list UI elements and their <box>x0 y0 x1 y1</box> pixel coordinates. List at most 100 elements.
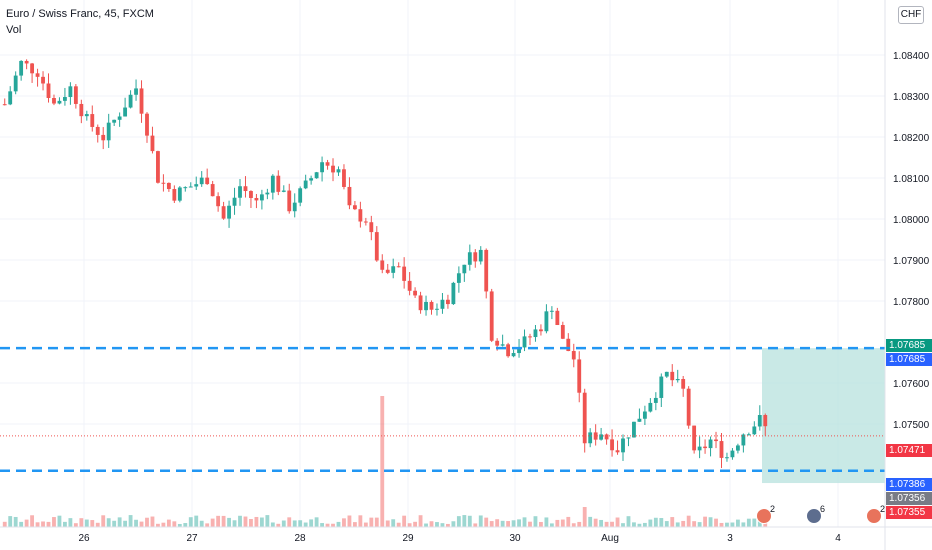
volume-bar <box>380 396 385 527</box>
volume-bar <box>735 519 740 527</box>
volume-bar <box>259 517 264 527</box>
volume-bar <box>511 520 516 527</box>
candle-body <box>708 439 713 449</box>
news-icon[interactable] <box>866 508 882 524</box>
volume-bar <box>254 516 259 527</box>
volume-bar <box>533 516 538 527</box>
volume-bar <box>320 523 324 527</box>
candle-body <box>462 264 467 274</box>
candle-body <box>292 202 297 212</box>
news-icon[interactable] <box>806 508 822 524</box>
candle-body <box>703 446 707 449</box>
volume-bar <box>84 519 89 527</box>
volume-bar <box>347 515 352 527</box>
currency-button[interactable]: CHF <box>898 6 924 24</box>
candle-body <box>615 450 620 453</box>
volume-bar <box>435 522 439 527</box>
volume-bar <box>342 518 346 527</box>
candle-body <box>166 182 171 190</box>
chart-legend: Euro / Swiss Franc, 45, FXCM Vol <box>6 6 154 38</box>
candle-body <box>183 187 188 189</box>
volume-bar <box>145 517 149 527</box>
volume-bar <box>221 515 226 527</box>
volume-bar <box>227 517 231 527</box>
candle-body <box>648 402 653 412</box>
volume-bar <box>112 520 117 527</box>
volume-bar <box>79 518 84 527</box>
candle-body <box>30 63 35 74</box>
volume-bar <box>730 522 735 527</box>
time-tick-label: 28 <box>294 533 306 544</box>
candle-body <box>320 162 324 173</box>
volume-bar <box>632 522 636 527</box>
candle-body <box>500 344 505 346</box>
candle-body <box>13 75 18 92</box>
volume-bar <box>407 523 412 527</box>
news-count: 6 <box>820 504 826 514</box>
candle-body <box>270 175 275 193</box>
volume-bar <box>451 521 456 527</box>
candle-body <box>752 426 757 435</box>
candle-body <box>2 104 7 106</box>
price-tick-label: 1.08000 <box>893 215 930 226</box>
candle-body <box>560 325 565 339</box>
candle-body <box>41 76 45 84</box>
candle-body <box>741 434 746 446</box>
volume-bar <box>134 519 138 527</box>
volume-bars <box>2 396 768 527</box>
candle-body <box>221 206 226 219</box>
time-axis: 26 27 28 29 30 Aug 3 4 <box>0 526 932 544</box>
volume-bar <box>232 520 237 527</box>
candle-body <box>238 186 242 198</box>
volume-bar <box>741 522 746 527</box>
level-lines <box>0 346 885 472</box>
candle-body <box>8 91 13 105</box>
volume-bar <box>719 522 724 527</box>
volume-bar <box>281 520 286 527</box>
news-icon[interactable] <box>756 508 772 524</box>
candle-body <box>489 291 494 341</box>
candle-body <box>599 434 604 440</box>
candle-body <box>511 353 516 357</box>
volume-bar <box>566 516 571 527</box>
candle-body <box>177 187 182 201</box>
candle-body <box>325 162 330 166</box>
price-tick-label: 1.07600 <box>893 379 930 390</box>
candle-body <box>24 60 29 64</box>
volume-bar <box>456 516 461 527</box>
volume-bar <box>123 520 128 527</box>
candle-body <box>369 222 374 233</box>
candle-body <box>287 190 292 212</box>
candle-body <box>407 280 412 291</box>
volume-bar <box>63 521 67 527</box>
volume-bar <box>648 519 653 527</box>
volume-bar <box>697 522 702 527</box>
price-tick-label: 1.08300 <box>893 92 930 103</box>
volume-bar <box>615 517 620 527</box>
candle-body <box>610 439 614 451</box>
volume-bar <box>692 521 697 527</box>
candle-body <box>101 134 106 141</box>
candle-body <box>402 266 407 281</box>
candle-body <box>653 397 658 403</box>
volume-bar <box>653 517 658 527</box>
volume-bar <box>303 522 308 527</box>
volume-bar <box>446 523 450 527</box>
time-tick-label: 27 <box>186 533 198 544</box>
volume-bar <box>68 518 73 527</box>
candle-body <box>413 290 418 296</box>
candle-body <box>352 205 357 210</box>
volume-bar <box>725 522 729 527</box>
volume-bar <box>265 515 270 527</box>
candle-body <box>763 415 768 427</box>
candle-body <box>621 438 625 453</box>
candle-body <box>626 437 631 439</box>
candle-body <box>188 186 193 188</box>
time-tick-label: Aug <box>601 533 619 544</box>
volume-bar <box>555 519 560 527</box>
price-tag: 1.07356 <box>886 492 932 505</box>
candle-body <box>670 371 675 381</box>
volume-bar <box>205 523 210 527</box>
volume-bar <box>325 523 330 527</box>
